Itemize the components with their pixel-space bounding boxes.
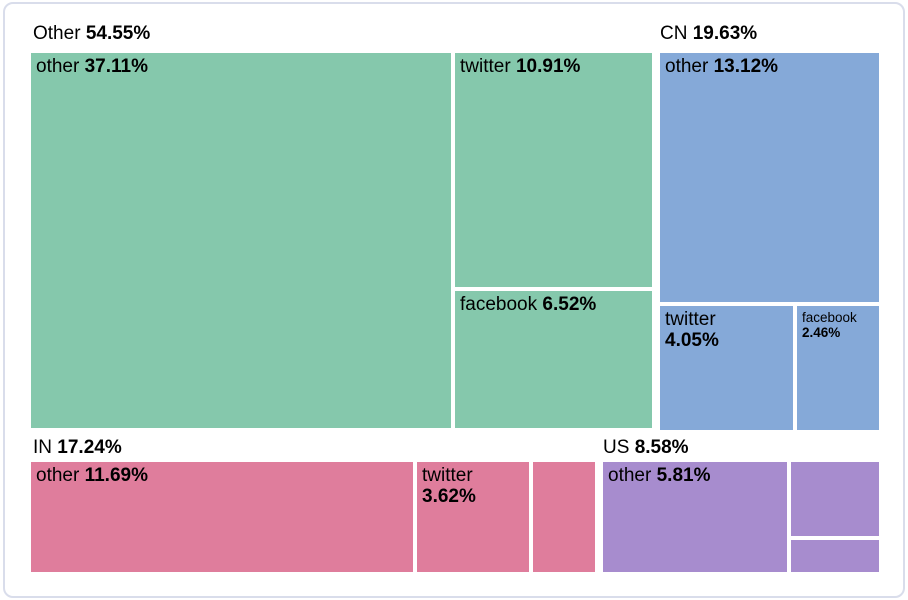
group-value: 17.24% — [57, 437, 122, 458]
treemap-cell-in-twitter[interactable]: twitter 3.62% — [417, 462, 529, 572]
treemap-cell-other-other[interactable]: other 37.11% — [31, 53, 451, 428]
cell-label: facebook 6.52% — [460, 294, 597, 315]
group-label-in: IN 17.24% — [33, 437, 122, 459]
group-label-other: Other 54.55% — [33, 23, 150, 45]
treemap-cell-cn-other[interactable]: other 13.12% — [660, 53, 879, 302]
group-value: 8.58% — [634, 437, 689, 458]
cell-label: other 13.12% — [665, 56, 779, 77]
group-name: Other — [33, 23, 81, 44]
cell-label: other 5.81% — [608, 465, 711, 486]
cell-label: twitter 3.62% — [422, 465, 476, 507]
cell-label: other 11.69% — [36, 465, 148, 486]
group-label-cn: CN 19.63% — [660, 23, 757, 45]
treemap-cell-cn-facebook[interactable]: facebook 2.46% — [797, 306, 879, 430]
group-label-us: US 8.58% — [603, 437, 689, 459]
treemap-cell-in-other[interactable]: other 11.69% — [31, 462, 413, 572]
treemap-cell-us-unlabeled-1[interactable] — [791, 462, 879, 536]
group-value: 19.63% — [692, 23, 758, 44]
cell-label: facebook 2.46% — [802, 310, 857, 340]
treemap-cell-in-unlabeled[interactable] — [533, 462, 595, 572]
treemap-cell-us-other[interactable]: other 5.81% — [603, 462, 787, 572]
treemap-cell-other-facebook[interactable]: facebook 6.52% — [455, 291, 652, 428]
cell-label: twitter 4.05% — [665, 309, 719, 351]
treemap-cell-cn-twitter[interactable]: twitter 4.05% — [660, 306, 793, 430]
group-name: IN — [33, 437, 52, 458]
group-name: US — [603, 437, 630, 458]
treemap-cell-other-twitter[interactable]: twitter 10.91% — [455, 53, 652, 287]
cell-label: twitter 10.91% — [460, 56, 581, 77]
group-value: 54.55% — [85, 23, 151, 44]
treemap-cell-us-unlabeled-2[interactable] — [791, 540, 879, 572]
group-name: CN — [660, 23, 688, 44]
cell-label: other 37.11% — [36, 56, 148, 77]
